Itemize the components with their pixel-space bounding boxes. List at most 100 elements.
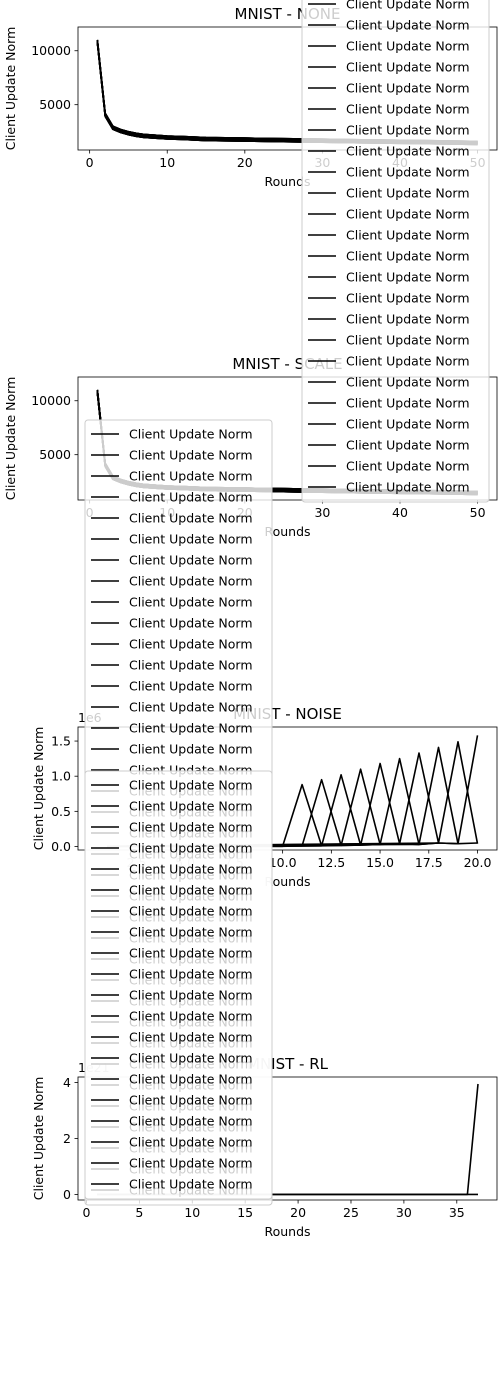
legend: Client Update Norm Client Update Norm Clie…	[301, 0, 490, 503]
legend-label: Client Update Norm	[346, 186, 470, 201]
x-tick-label: 15.0	[366, 855, 394, 870]
legend-label: Client Update Norm	[129, 946, 253, 961]
legend-label: Client Update Norm	[129, 679, 253, 694]
legend-label: Client Update Norm	[129, 574, 253, 589]
legend-label: Client Update Norm	[346, 396, 470, 411]
legend-label: Client Update Norm	[129, 904, 253, 919]
legend-label: Client Update Norm	[129, 1051, 253, 1066]
legend-label: Client Update Norm	[129, 490, 253, 505]
legend-label: Client Update Norm	[346, 144, 470, 159]
legend-label: Client Update Norm	[129, 925, 253, 940]
legend-label: Client Update Norm	[129, 988, 253, 1003]
x-tick-label: 12.5	[317, 855, 345, 870]
x-tick-label: 35	[449, 1205, 465, 1220]
legend-label: Client Update Norm	[129, 1177, 253, 1192]
y-tick-label: 1.0	[51, 769, 71, 784]
legend-label: Client Update Norm	[129, 700, 253, 715]
x-tick-label: 10.0	[269, 855, 297, 870]
legend-label: Client Update Norm	[129, 1009, 253, 1024]
x-tick-label: 15	[237, 1205, 253, 1220]
legend-label: Client Update Norm	[129, 1093, 253, 1108]
legend-label: Client Update Norm	[129, 862, 253, 877]
y-tick-label: 10000	[31, 393, 71, 408]
legend-label: Client Update Norm	[129, 553, 253, 568]
y-tick-label: 0.5	[51, 804, 71, 819]
x-tick-label: 17.5	[415, 855, 443, 870]
legend-label: Client Update Norm	[346, 60, 470, 75]
legend-label: Client Update Norm	[129, 448, 253, 463]
legend-label: Client Update Norm	[129, 595, 253, 610]
legend-label: Client Update Norm	[129, 1030, 253, 1045]
legend-label: Client Update Norm	[129, 616, 253, 631]
x-tick-label: 30	[396, 1205, 412, 1220]
legend-label: Client Update Norm	[346, 228, 470, 243]
legend-label: Client Update Norm	[129, 742, 253, 757]
x-tick-label: 10	[159, 155, 175, 170]
y-tick-label: 4	[63, 1075, 71, 1090]
legend-label: Client Update Norm	[129, 841, 253, 856]
series-group	[107, 735, 479, 848]
x-tick-label: 20	[237, 155, 253, 170]
y-tick-label: 0.0	[51, 839, 71, 854]
legend-label: Client Update Norm	[129, 511, 253, 526]
x-tick-label: 20.0	[464, 855, 492, 870]
legend-label: Client Update Norm	[129, 532, 253, 547]
y-axis-label: Client Update Norm	[31, 1077, 46, 1201]
x-tick-label: 50	[470, 505, 486, 520]
y-tick-label: 5000	[39, 447, 71, 462]
legend-box	[84, 770, 273, 1200]
y-axis-label: Client Update Norm	[31, 727, 46, 851]
x-tick-label: 25	[343, 1205, 359, 1220]
legend-label: Client Update Norm	[346, 165, 470, 180]
legend-label: Client Update Norm	[129, 721, 253, 736]
legend-label: Client Update Norm	[129, 658, 253, 673]
axes-frame	[77, 376, 498, 501]
legend-label: Client Update Norm	[346, 438, 470, 453]
legend-label: Client Update Norm	[129, 799, 253, 814]
y-tick-label: 10000	[31, 43, 71, 58]
x-tick-label: 30	[314, 505, 330, 520]
legend-label: Client Update Norm	[129, 1135, 253, 1150]
legend-box	[301, 0, 490, 503]
y-tick-label: 1.5	[51, 734, 71, 749]
legend-label: Client Update Norm	[346, 18, 470, 33]
y-axis-label: Client Update Norm	[3, 377, 18, 501]
legend-label: Client Update Norm	[346, 0, 470, 12]
legend-label: Client Update Norm	[346, 81, 470, 96]
x-tick-label: 5	[135, 1205, 143, 1220]
legend-label: Client Update Norm	[129, 778, 253, 793]
legend-label: Client Update Norm	[346, 354, 470, 369]
legend-label: Client Update Norm	[346, 102, 470, 117]
legend-label: Client Update Norm	[129, 1072, 253, 1087]
legend-label: Client Update Norm	[346, 459, 470, 474]
axes-frame	[77, 726, 498, 851]
legend-label: Client Update Norm	[346, 375, 470, 390]
axes-frame	[77, 26, 498, 151]
legend-label: Client Update Norm	[129, 967, 253, 982]
legend-label: Client Update Norm	[129, 469, 253, 484]
x-tick-label: 0	[86, 155, 94, 170]
legend-label: Client Update Norm	[346, 249, 470, 264]
legend-label: Client Update Norm	[129, 1114, 253, 1129]
legend-label: Client Update Norm	[129, 637, 253, 652]
y-axis-label: Client Update Norm	[3, 27, 18, 151]
legend-label: Client Update Norm	[346, 480, 470, 495]
legend-label: Client Update Norm	[346, 207, 470, 222]
x-axis-label: Rounds	[264, 524, 310, 539]
series-line-10	[107, 735, 479, 848]
legend-label: Client Update Norm	[346, 417, 470, 432]
x-tick-label: 20	[290, 1205, 306, 1220]
legend-label: Client Update Norm	[346, 312, 470, 327]
y-tick-label: 2	[63, 1131, 71, 1146]
x-tick-label: 40	[392, 505, 408, 520]
y-tick-label: 5000	[39, 97, 71, 112]
legend-label: Client Update Norm	[346, 39, 470, 54]
legend-label: Client Update Norm	[346, 123, 470, 138]
chart-4: 0 5 10 15 20 25 30 35 0 2 4 Rounds Client Update Nor…	[31, 1055, 498, 1239]
x-axis-label: Rounds	[264, 874, 310, 889]
x-axis-label: Rounds	[264, 174, 310, 189]
x-tick-label: 10	[184, 1205, 200, 1220]
legend-label: Client Update Norm	[346, 291, 470, 306]
x-axis-label: Rounds	[264, 1224, 310, 1239]
